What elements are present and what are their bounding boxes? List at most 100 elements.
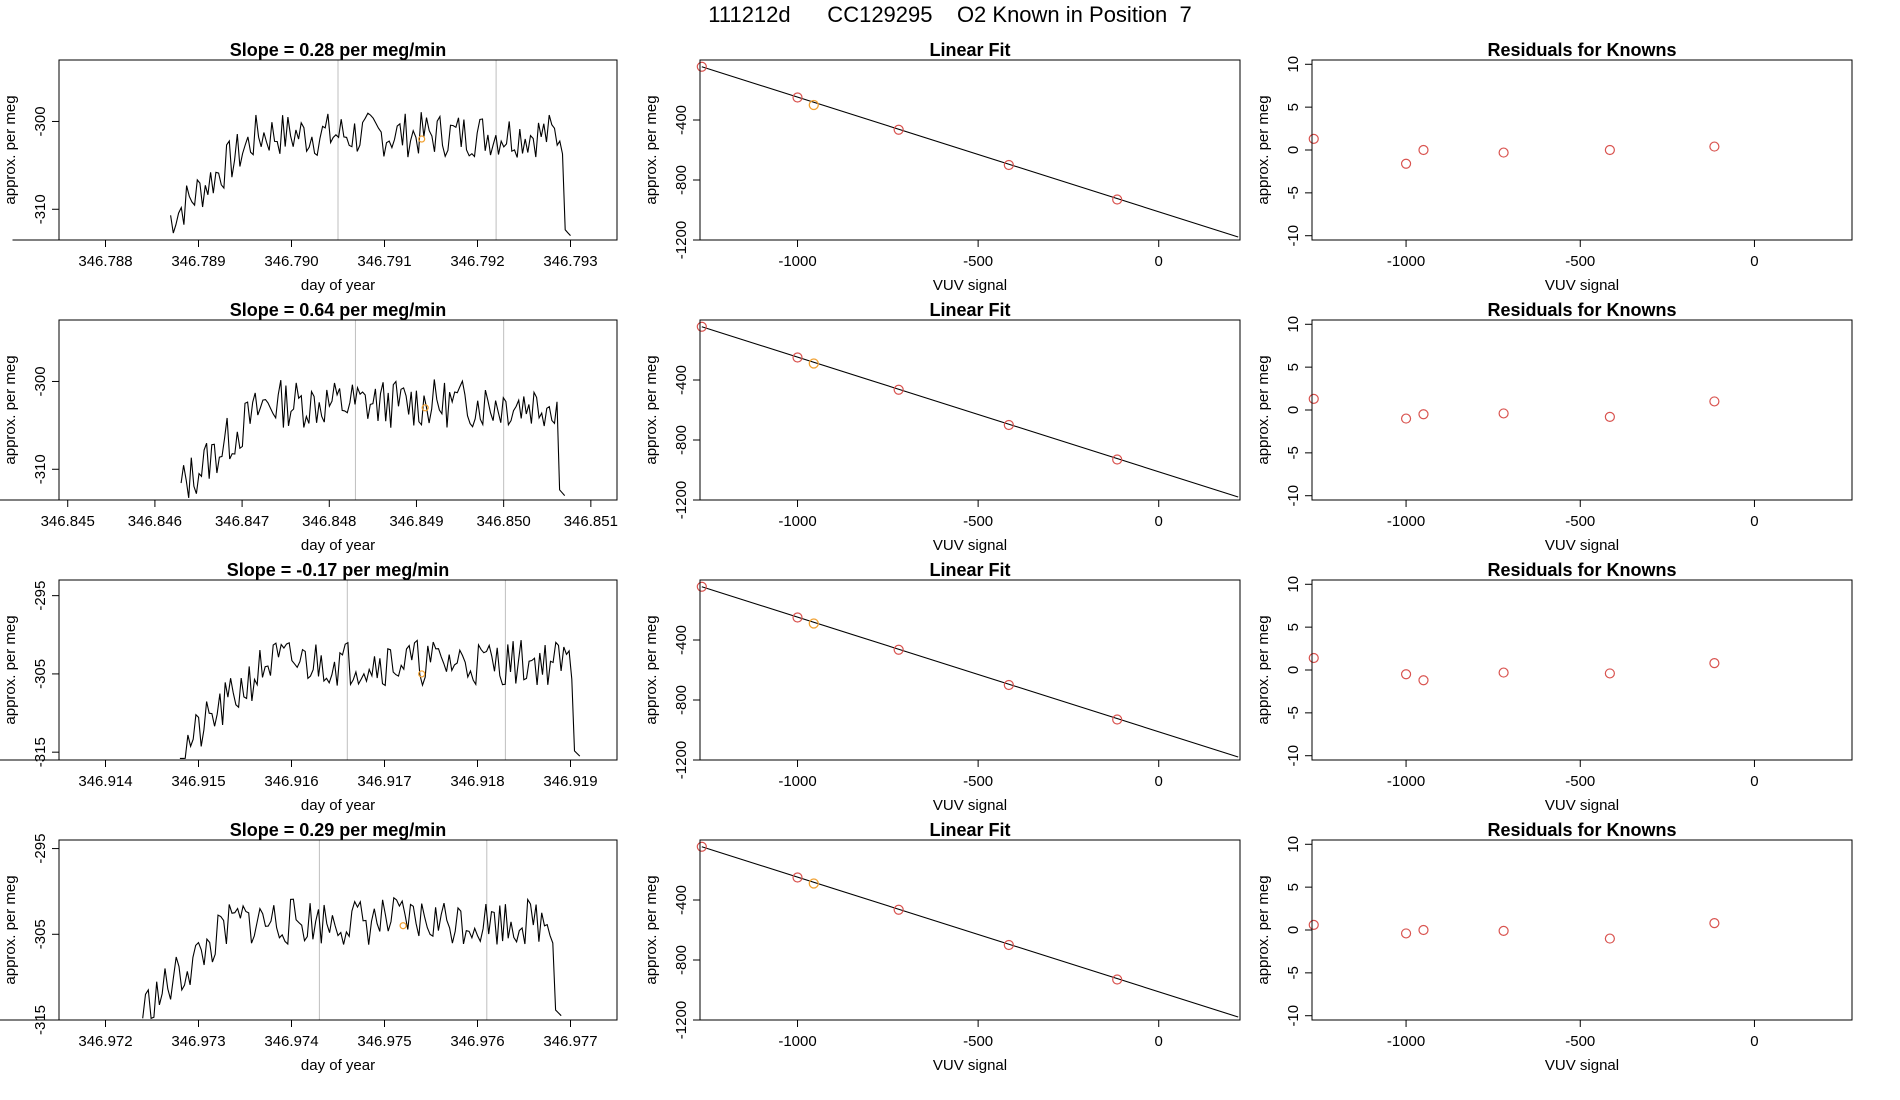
p10-data-point-3 xyxy=(1418,409,1429,420)
p1-x-tick-label-1: 346.788 xyxy=(78,253,132,270)
p2-x-tick-label-2: 346.846 xyxy=(128,513,182,530)
p8-y-tick-label-3: -400 xyxy=(673,885,690,915)
p8-fit-line xyxy=(701,846,1239,1018)
p8-data-point-1 xyxy=(696,841,707,852)
p2-x-tick-label-3: 346.847 xyxy=(215,513,269,530)
p12-plot-frame xyxy=(1311,839,1853,1021)
p2-highlight-point xyxy=(421,404,429,412)
p4-x-tick-label-2: 346.973 xyxy=(171,1033,225,1050)
p3-x-tick-label-1: 346.914 xyxy=(78,773,132,790)
p12-x-tick-label-1: -1000 xyxy=(1387,1033,1425,1050)
p7-data-point-5 xyxy=(1112,714,1123,725)
p6-data-point-5 xyxy=(1112,454,1123,465)
p9-x-axis-label: VUV signal xyxy=(1545,277,1619,294)
p7-y-axis-label: approx. per meg xyxy=(643,615,660,724)
p11-y-tick-label-3: 0 xyxy=(1285,666,1302,674)
p12-data-point-3 xyxy=(1418,924,1429,936)
p6-x-tick-label-3: 0 xyxy=(1155,513,1163,530)
p9-data-point-3 xyxy=(1418,144,1429,156)
p4-x-tick-label-4: 346.975 xyxy=(357,1033,411,1050)
p10-data-point-4 xyxy=(1498,408,1509,419)
p5-x-tick-label-3: 0 xyxy=(1155,253,1163,270)
p11-data-point-2 xyxy=(1400,669,1412,680)
p1-highlight-point xyxy=(418,135,426,143)
p1-x-tick-label-2: 346.789 xyxy=(171,253,225,270)
p8-highlight-point xyxy=(808,878,819,889)
p8-data-point-5 xyxy=(1112,974,1123,985)
p1-x-tick-label-6: 346.793 xyxy=(543,253,597,270)
p2-y-axis-label: approx. per meg xyxy=(2,355,19,464)
p4-x-tick-label-5: 346.976 xyxy=(450,1033,504,1050)
p4-y-tick-label-3: -295 xyxy=(32,834,49,864)
p2-y-tick-label-2: -300 xyxy=(32,366,49,396)
p7-highlight-point xyxy=(808,618,819,629)
p2-x-tick-label-6: 346.850 xyxy=(477,513,531,530)
p6-y-tick-label-1: -1200 xyxy=(673,481,690,519)
p11-x-tick-label-1: -1000 xyxy=(1387,773,1425,790)
p2-x-tick-label-7: 346.851 xyxy=(564,513,618,530)
p8-plot-frame xyxy=(699,839,1241,1021)
p3-y-tick-label-1: -315 xyxy=(32,737,49,767)
p11-x-axis-label: VUV signal xyxy=(1545,797,1619,814)
p3-plot-frame xyxy=(58,579,618,761)
p10-y-tick-label-5: 10 xyxy=(1285,316,1302,333)
p6-y-tick-label-2: -800 xyxy=(673,425,690,455)
p3-chart-title: Slope = -0.17 per meg/min xyxy=(227,560,450,580)
p4-x-tick-label-6: 346.977 xyxy=(543,1033,597,1050)
p2-x-tick-label-1: 346.845 xyxy=(41,513,95,530)
p3-x-axis-label: day of year xyxy=(301,797,375,814)
p12-y-tick-label-4: 5 xyxy=(1285,883,1302,891)
p10-y-tick-label-4: 5 xyxy=(1285,363,1302,371)
p6-y-axis-label: approx. per meg xyxy=(643,355,660,464)
p5-data-point-5 xyxy=(1112,194,1123,205)
p9-data-point-1 xyxy=(1308,133,1319,144)
p7-x-axis-label: VUV signal xyxy=(933,797,1007,814)
p3-highlight-point xyxy=(418,670,426,678)
p7-y-tick-label-2: -800 xyxy=(673,685,690,715)
p9-x-tick-label-2: -500 xyxy=(1565,253,1595,270)
p2-y-tick-label-1: -310 xyxy=(32,454,49,484)
p10-data-point-6 xyxy=(1709,396,1720,407)
p10-y-tick-label-1: -10 xyxy=(1285,485,1302,507)
p7-data-point-3 xyxy=(893,644,904,655)
p7-data-point-1 xyxy=(696,581,707,592)
p10-y-tick-label-2: -5 xyxy=(1285,446,1302,459)
p7-y-tick-label-3: -400 xyxy=(673,625,690,655)
p1-x-axis-label: day of year xyxy=(301,277,375,294)
p4-highlight-point xyxy=(399,922,407,930)
p12-y-tick-label-1: -10 xyxy=(1285,1005,1302,1027)
p9-plot-frame xyxy=(1311,59,1853,241)
p10-x-tick-label-3: 0 xyxy=(1750,513,1758,530)
p8-data-point-2 xyxy=(792,872,803,883)
p8-chart-title: Linear Fit xyxy=(929,820,1010,840)
p5-y-axis-label: approx. per meg xyxy=(643,95,660,204)
p9-x-tick-label-3: 0 xyxy=(1750,253,1758,270)
p3-y-tick-label-3: -295 xyxy=(32,581,49,611)
p2-x-axis-label: day of year xyxy=(301,537,375,554)
p2-chart-title: Slope = 0.64 per meg/min xyxy=(230,300,447,320)
p6-data-point-4 xyxy=(1003,419,1014,431)
p10-x-tick-label-1: -1000 xyxy=(1387,513,1425,530)
p9-data-point-6 xyxy=(1709,141,1720,152)
p12-data-point-2 xyxy=(1400,928,1412,939)
p11-y-tick-label-4: 5 xyxy=(1285,623,1302,631)
p9-x-tick-label-1: -1000 xyxy=(1387,253,1425,270)
p5-fit-line xyxy=(701,66,1239,238)
p10-chart-title: Residuals for Knowns xyxy=(1487,300,1676,320)
p3-x-tick-label-2: 346.915 xyxy=(171,773,225,790)
p7-chart-title: Linear Fit xyxy=(929,560,1010,580)
p11-data-point-6 xyxy=(1709,658,1720,669)
p12-data-point-4 xyxy=(1498,925,1509,936)
p10-plot-frame xyxy=(1311,319,1853,501)
p9-y-tick-label-4: 5 xyxy=(1285,103,1302,111)
p6-x-tick-label-1: -1000 xyxy=(778,513,816,530)
p7-data-point-2 xyxy=(792,612,803,623)
p9-y-tick-label-3: 0 xyxy=(1285,146,1302,154)
p11-y-tick-label-5: 10 xyxy=(1285,576,1302,593)
p5-highlight-point xyxy=(808,99,819,111)
p1-x-tick-label-4: 346.791 xyxy=(357,253,411,270)
p6-y-tick-label-3: -400 xyxy=(673,365,690,395)
p11-data-point-5 xyxy=(1604,668,1615,679)
p10-data-point-5 xyxy=(1604,411,1615,422)
